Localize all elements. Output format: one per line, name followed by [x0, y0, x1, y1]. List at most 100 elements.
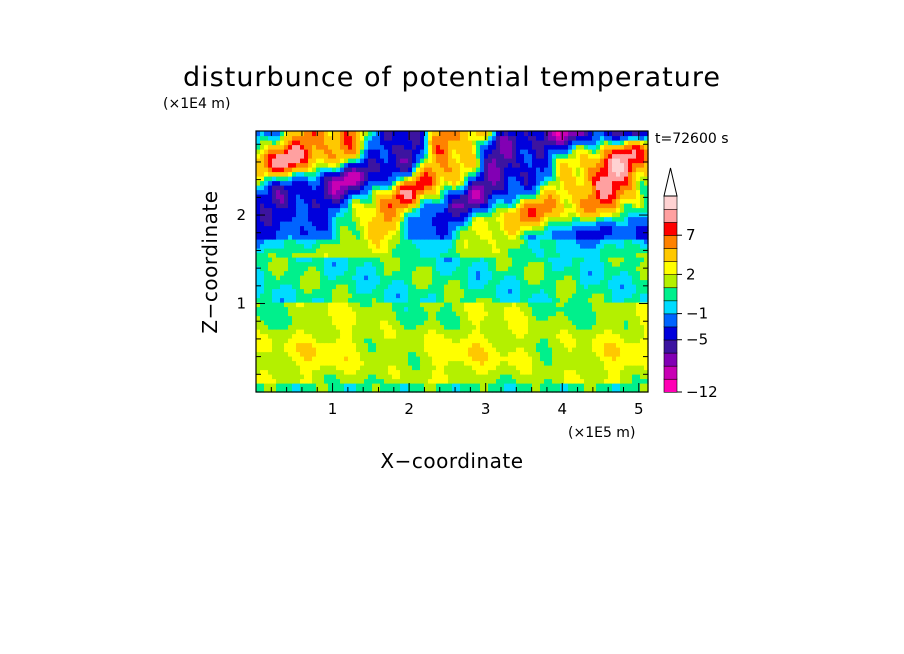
heatmap-cell	[528, 374, 533, 380]
heatmap-cell	[592, 212, 597, 218]
heatmap-cell	[468, 311, 473, 317]
heatmap-cell	[460, 180, 465, 186]
heatmap-cell	[372, 162, 377, 168]
heatmap-cell	[556, 288, 561, 294]
heatmap-cell	[448, 270, 453, 276]
heatmap-cell	[484, 279, 489, 285]
heatmap-cell	[572, 356, 577, 362]
heatmap-cell	[260, 360, 265, 366]
heatmap-cell	[268, 293, 273, 299]
heatmap-cell	[340, 212, 345, 218]
heatmap-cell	[444, 266, 449, 272]
heatmap-cell	[524, 194, 529, 200]
heatmap-cell	[572, 225, 577, 231]
heatmap-cell	[440, 338, 445, 344]
heatmap-cell	[516, 315, 521, 321]
heatmap-cell	[560, 203, 565, 209]
heatmap-cell	[476, 212, 481, 218]
heatmap-cell	[532, 288, 537, 294]
heatmap-cell	[596, 324, 601, 330]
heatmap-cell	[556, 176, 561, 182]
heatmap-cell	[412, 293, 417, 299]
heatmap-cell	[416, 248, 421, 254]
heatmap-cell	[508, 302, 513, 308]
heatmap-cell	[572, 167, 577, 173]
heatmap-cell	[276, 297, 281, 303]
heatmap-cell	[504, 374, 509, 380]
heatmap-cell	[384, 347, 389, 353]
heatmap-cell	[584, 275, 589, 281]
heatmap-cell	[292, 342, 297, 348]
heatmap-cell	[308, 261, 313, 267]
heatmap-cell	[288, 279, 293, 285]
heatmap-cell	[488, 293, 493, 299]
heatmap-cell	[616, 315, 621, 321]
heatmap-cell	[604, 302, 609, 308]
heatmap-cell	[556, 234, 561, 240]
heatmap-cell	[384, 288, 389, 294]
heatmap-cell	[340, 171, 345, 177]
heatmap-cell	[268, 297, 273, 303]
heatmap-cell	[420, 351, 425, 357]
heatmap-cell	[412, 374, 417, 380]
heatmap-cell	[536, 279, 541, 285]
heatmap-cell	[472, 167, 477, 173]
heatmap-cell	[480, 369, 485, 375]
heatmap-cell	[620, 221, 625, 227]
y-unit-label: (×1E4 m)	[163, 96, 230, 112]
heatmap-cell	[552, 387, 557, 393]
heatmap-cell	[544, 203, 549, 209]
heatmap-cell	[308, 365, 313, 371]
heatmap-cell	[504, 243, 509, 249]
heatmap-cell	[312, 329, 317, 335]
heatmap-cell	[296, 297, 301, 303]
heatmap-cell	[388, 329, 393, 335]
heatmap-cell	[296, 261, 301, 267]
heatmap-cell	[496, 378, 501, 384]
heatmap-cell	[528, 333, 533, 339]
heatmap-cell	[296, 203, 301, 209]
heatmap-cell	[392, 365, 397, 371]
heatmap-cell	[384, 198, 389, 204]
heatmap-cell	[276, 230, 281, 236]
heatmap-cell	[628, 374, 633, 380]
heatmap-cell	[628, 185, 633, 191]
heatmap-cell	[340, 198, 345, 204]
heatmap-cell	[292, 374, 297, 380]
heatmap-cell	[408, 162, 413, 168]
heatmap-cell	[616, 351, 621, 357]
heatmap-cell	[408, 279, 413, 285]
heatmap-cell	[352, 270, 357, 276]
heatmap-cell	[408, 320, 413, 326]
heatmap-cell	[376, 252, 381, 258]
heatmap-cell	[356, 320, 361, 326]
heatmap-cell	[296, 234, 301, 240]
heatmap-cell	[620, 383, 625, 389]
heatmap-cell	[272, 275, 277, 281]
heatmap-cell	[352, 243, 357, 249]
heatmap-cell	[348, 333, 353, 339]
heatmap-cell	[352, 356, 357, 362]
heatmap-cell	[328, 315, 333, 321]
heatmap-cell	[320, 356, 325, 362]
heatmap-cell	[528, 212, 533, 218]
heatmap-cell	[548, 266, 553, 272]
heatmap-cell	[516, 320, 521, 326]
heatmap-cell	[424, 216, 429, 222]
heatmap-cell	[572, 279, 577, 285]
heatmap-cell	[444, 234, 449, 240]
heatmap-cell	[432, 369, 437, 375]
heatmap-cell	[504, 203, 509, 209]
heatmap-cell	[568, 198, 573, 204]
heatmap-cell	[508, 365, 513, 371]
heatmap-cell	[572, 329, 577, 335]
heatmap-cell	[340, 266, 345, 272]
heatmap-cell	[612, 315, 617, 321]
heatmap-cell	[552, 162, 557, 168]
heatmap-cell	[480, 311, 485, 317]
heatmap-cell	[364, 356, 369, 362]
heatmap-cell	[524, 288, 529, 294]
heatmap-cell	[564, 284, 569, 290]
heatmap-cell	[372, 279, 377, 285]
heatmap-cell	[452, 162, 457, 168]
